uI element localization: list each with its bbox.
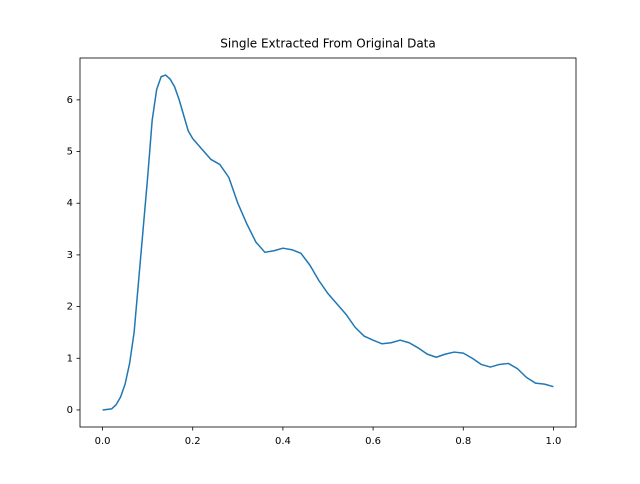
x-tick-label: 0.6	[365, 436, 381, 447]
chart-title: Single Extracted From Original Data	[220, 37, 435, 51]
y-tick-label: 3	[67, 250, 73, 261]
y-tick-label: 2	[67, 302, 73, 313]
y-tick-label: 0	[67, 405, 73, 416]
x-tick-label: 0.8	[455, 436, 471, 447]
y-tick-label: 5	[67, 147, 73, 158]
y-tick-label: 1	[67, 353, 73, 364]
x-tick-label: 0.2	[185, 436, 201, 447]
x-tick-label: 1.0	[546, 436, 562, 447]
x-tick-label: 0.0	[95, 436, 111, 447]
x-tick-label: 0.4	[275, 436, 291, 447]
line	[102, 74, 554, 411]
axes-frame	[79, 57, 577, 428]
y-tick-label: 6	[67, 95, 73, 106]
y-tick-label: 4	[67, 198, 73, 209]
